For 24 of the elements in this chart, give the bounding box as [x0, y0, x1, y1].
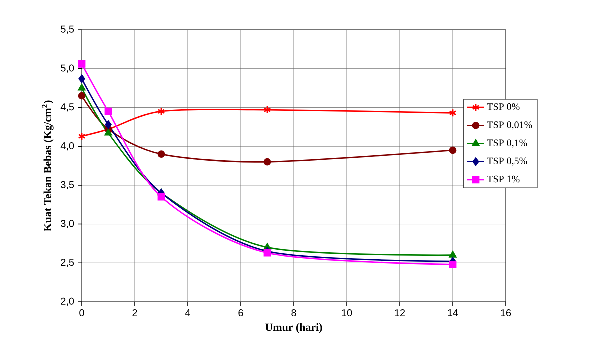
- legend-label: TSP 0,5%: [487, 158, 528, 166]
- y-tick-label: 5,0: [61, 64, 74, 73]
- x-tick-label: 14: [448, 310, 458, 316]
- y-tick-label: 4,0: [60, 142, 74, 151]
- y-tick-label: 3,0: [61, 220, 74, 228]
- x-tick-label: 12: [395, 310, 406, 316]
- x-tick-label: 16: [501, 310, 512, 317]
- y-axis-title: Kuat Tekan Bebas (Kg/cm$^{2}$): [42, 100, 54, 232]
- x-tick-label: 0: [80, 310, 84, 317]
- y-tick-label: 2,0: [61, 298, 74, 306]
- legend-label: TSP 1%: [487, 176, 520, 183]
- x-tick-label: 10: [342, 310, 352, 317]
- x-tick-label: 4: [185, 310, 190, 316]
- y-tick-label: 3,5: [61, 181, 74, 190]
- y-tick-label: 5,5: [61, 26, 74, 34]
- y-tick-label: 2,5: [61, 259, 74, 268]
- x-axis-title: Umur (hari): [266, 323, 322, 334]
- x-tick-label: 2: [132, 310, 138, 316]
- x-tick-label: 8: [292, 310, 296, 317]
- x-tick-label: 6: [238, 310, 244, 317]
- legend-label: TSP 0,01%: [487, 122, 532, 130]
- legend-label: TSP 0,1%: [487, 140, 528, 148]
- y-tick-label: 4,5: [60, 104, 74, 112]
- legend-label: TSP 0%: [487, 104, 520, 110]
